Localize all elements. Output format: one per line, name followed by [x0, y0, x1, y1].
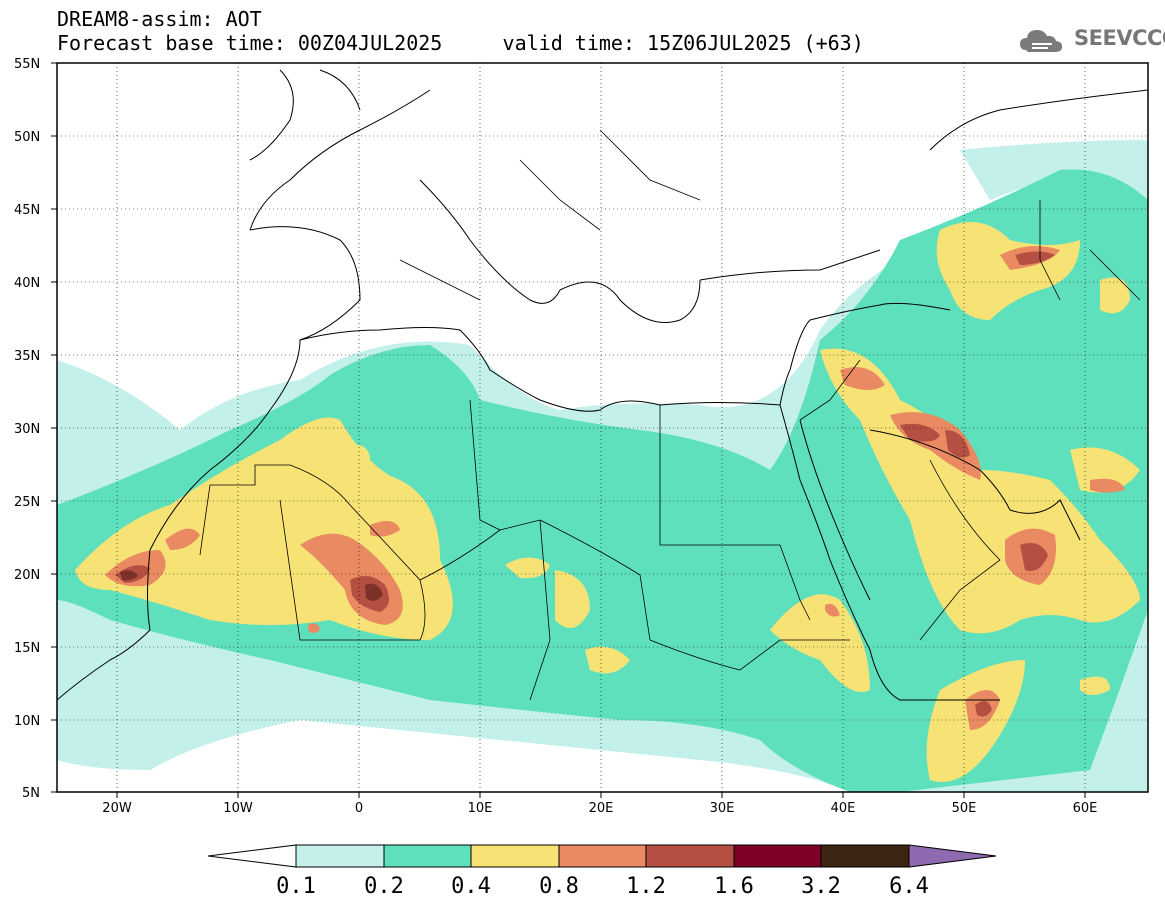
colorbar-swatch	[645, 844, 735, 868]
lon-label: 50E	[952, 801, 977, 816]
colorbar-swatch	[383, 844, 472, 868]
lat-label: 20N	[14, 568, 40, 583]
colorbar-labels: 0.1 0.2 0.4 0.8 1.2 1.6 3.2 6.4	[276, 874, 929, 899]
lon-labels: 20W 10W 0 10E 20E 30E 40E 50E 60E	[102, 801, 1097, 816]
lat-labels: 55N 50N 45N 40N 35N 30N 25N 20N 15N 10N …	[14, 57, 40, 801]
aot-band-1.2	[115, 251, 1055, 717]
aot-band-0.2	[57, 169, 1148, 792]
colorbar	[207, 844, 997, 868]
map-grid	[57, 63, 1148, 792]
colorbar-label: 0.8	[539, 874, 579, 899]
time-info: Forecast base time: 00Z04JUL2025 valid t…	[57, 32, 864, 54]
lon-label: 10E	[468, 801, 493, 816]
colorbar-swatch	[733, 844, 822, 868]
base-time-label: Forecast base time: 00Z04JUL2025	[57, 31, 443, 55]
lat-label: 15N	[14, 641, 40, 656]
colorbar-label: 0.4	[451, 874, 491, 899]
aot-band-1.6	[120, 570, 383, 601]
valid-time-label: valid time: 15Z06JUL2025 (+63)	[502, 31, 864, 55]
lon-label: 20W	[102, 801, 132, 816]
lon-label: 60E	[1073, 801, 1098, 816]
colorbar-label: 6.4	[889, 874, 929, 899]
aot-field	[57, 140, 1148, 792]
colorbar-high-arrow	[908, 844, 997, 868]
colorbar-label: 1.6	[714, 874, 754, 899]
lat-label: 40N	[14, 276, 40, 291]
map-title: DREAM8-assim: AOT	[57, 7, 262, 31]
lon-label: 10W	[223, 801, 253, 816]
lat-label: 10N	[14, 714, 40, 729]
colorbar-swatch	[470, 844, 560, 868]
logo-text: SEEVCCC	[1074, 26, 1165, 50]
colorbar-label: 1.2	[626, 874, 666, 899]
lat-label: 50N	[14, 130, 40, 145]
coastlines	[57, 69, 1148, 701]
colorbar-low-arrow	[207, 844, 297, 868]
lon-label: 30E	[710, 801, 735, 816]
colorbar-label: 0.1	[276, 874, 316, 899]
lat-label: 25N	[14, 495, 40, 510]
colorbar-label: 3.2	[801, 874, 841, 899]
lat-label: 55N	[14, 57, 40, 72]
colorbar-label: 0.2	[364, 874, 404, 899]
tick-marks	[51, 62, 1086, 798]
colorbar-swatch	[558, 844, 647, 868]
lat-label: 5N	[22, 786, 40, 801]
colorbar-swatch	[820, 844, 910, 868]
lon-label: 40E	[831, 801, 856, 816]
cloud-logo-icon	[1020, 30, 1063, 52]
lon-label: 0	[355, 801, 363, 816]
country-borders	[199, 129, 1141, 701]
colorbar-swatch	[295, 844, 385, 868]
lat-label: 45N	[14, 203, 40, 218]
lat-label: 35N	[14, 349, 40, 364]
lat-label: 30N	[14, 422, 40, 437]
lon-label: 20E	[589, 801, 614, 816]
